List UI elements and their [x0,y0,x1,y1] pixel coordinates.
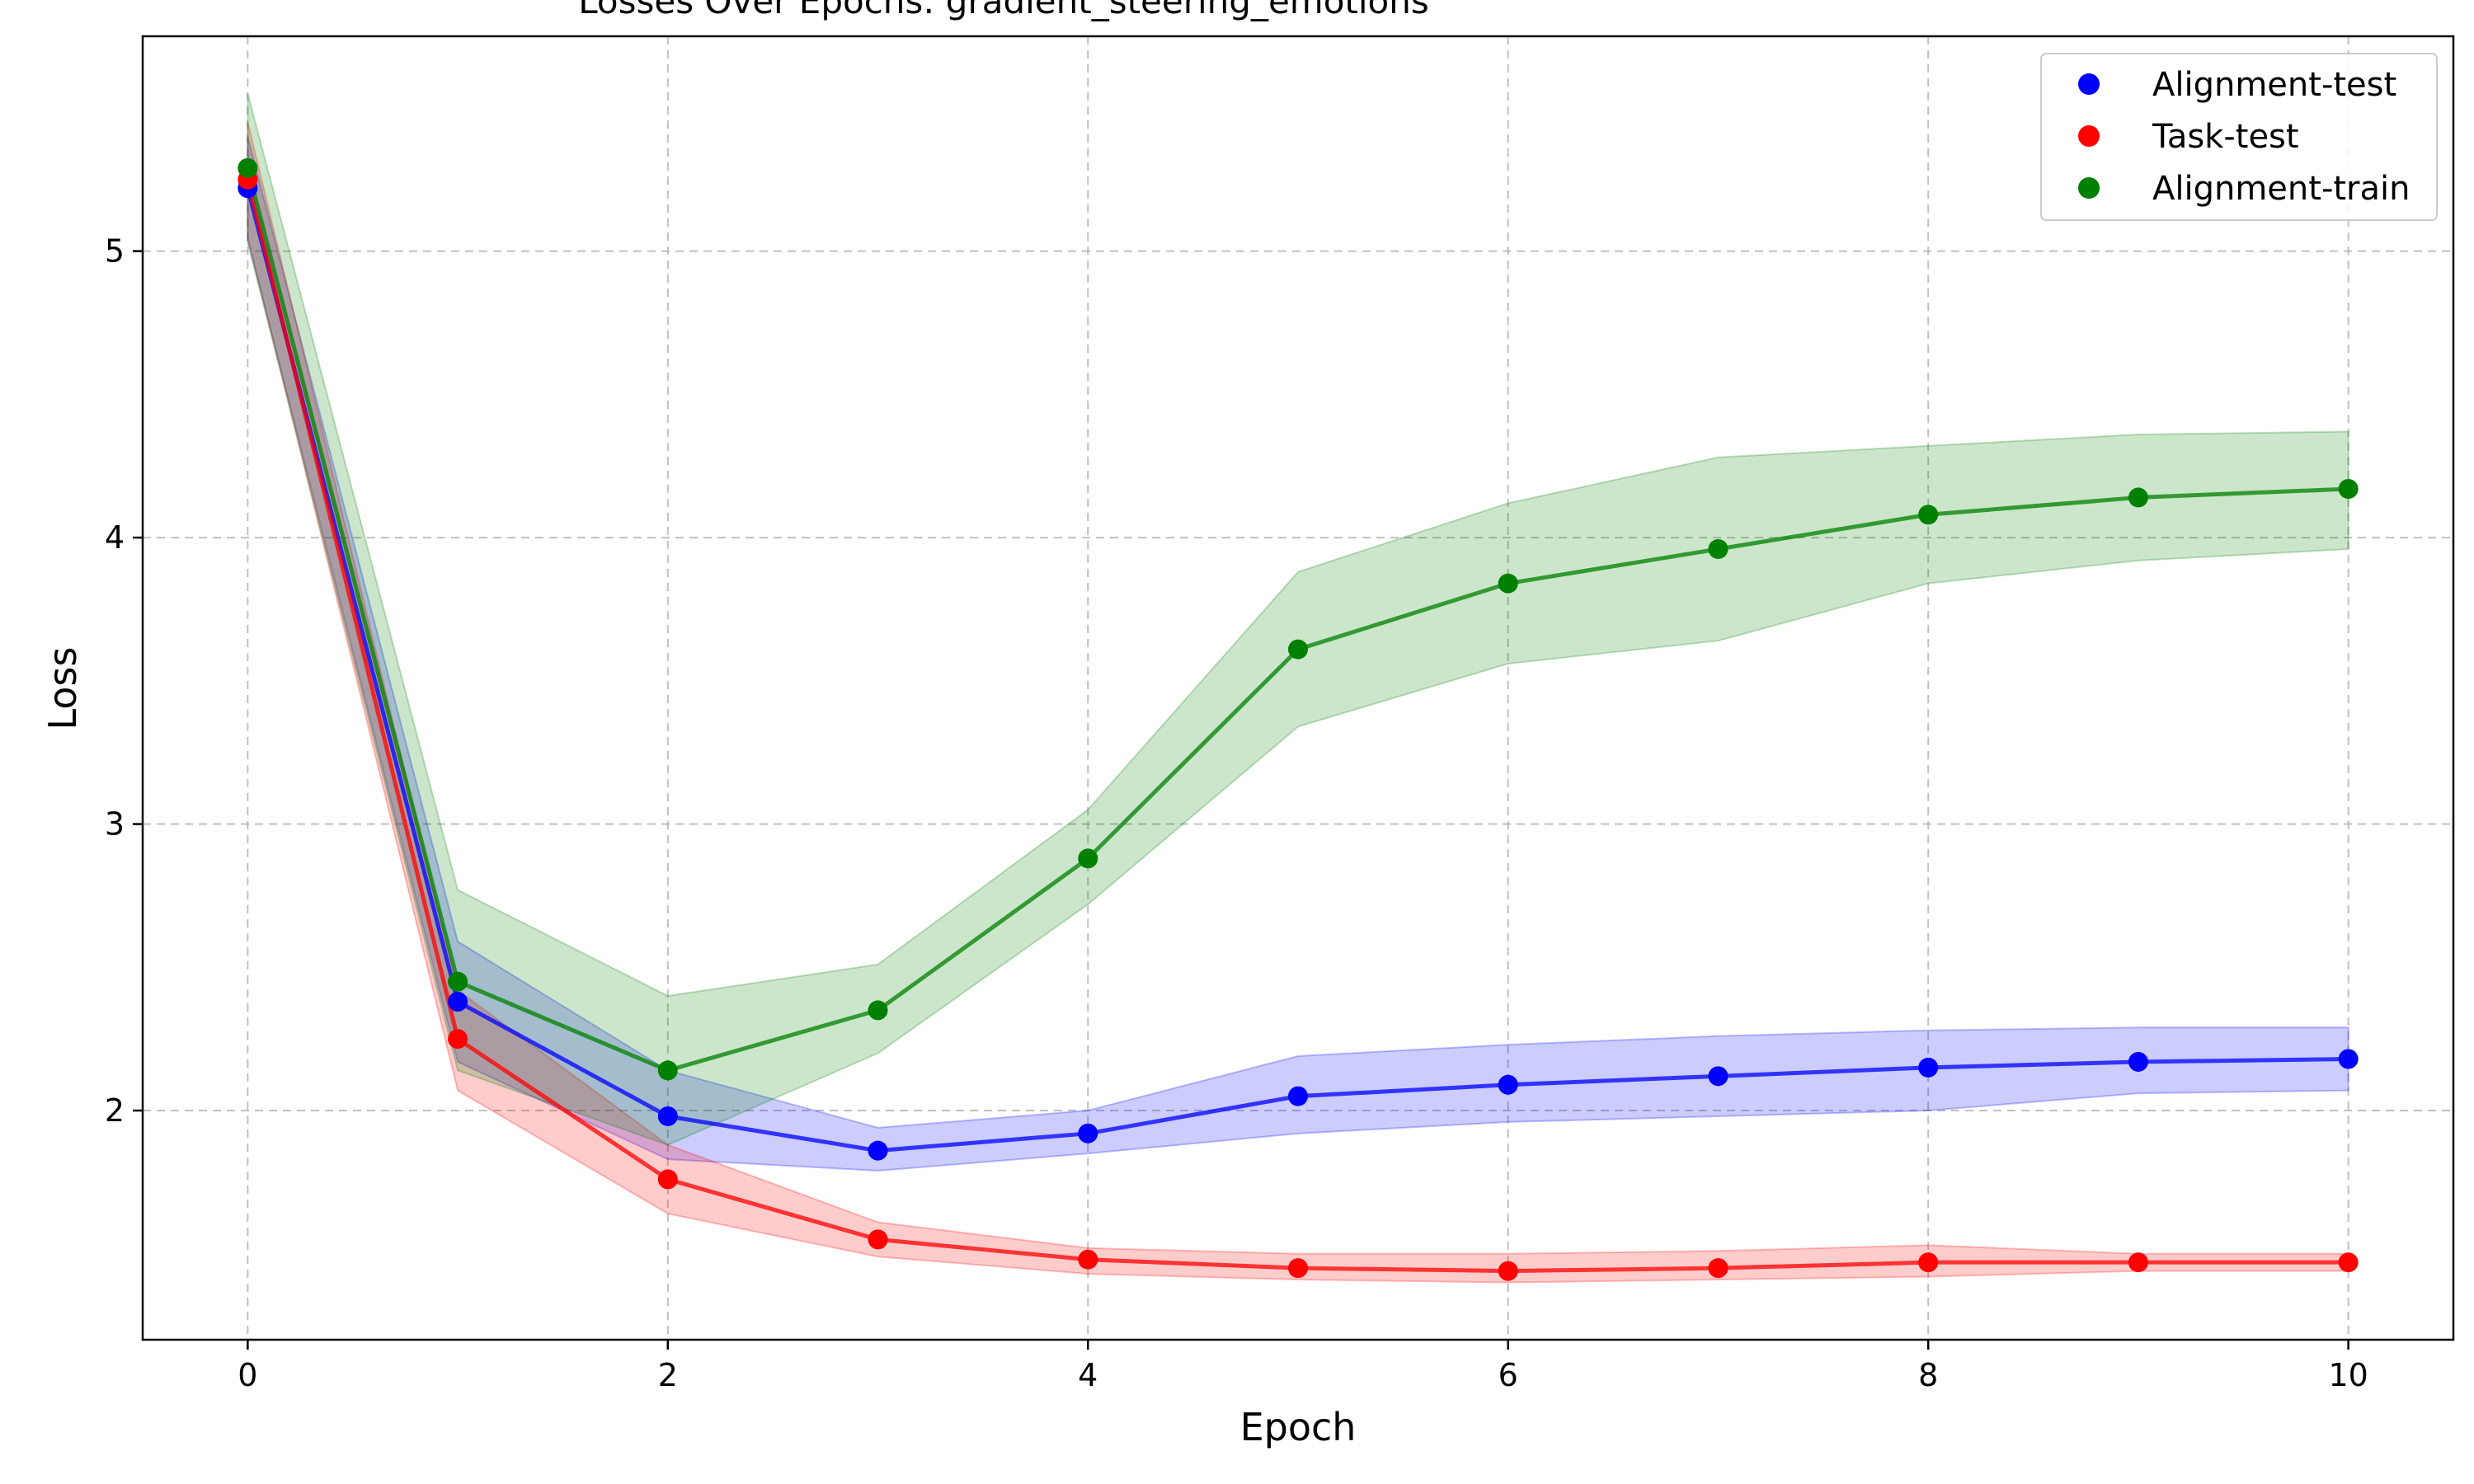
task-test-legend-marker [2078,125,2100,147]
x-tick-label: 10 [2328,1357,2368,1393]
task-test-legend-label: Task-test [2152,118,2299,156]
legend-box [2040,53,2438,221]
alignment-test-point [2128,1051,2148,1072]
task-test-point [1288,1258,1308,1279]
x-tick-label: 8 [1918,1357,1938,1393]
alignment-train-legend-label: Alignment-train [2152,170,2410,208]
axis-ticks: 0 2 4 6 8 10 2 3 4 5 [105,233,2368,1393]
alignment-test-point [1708,1066,1729,1087]
task-test-point [2128,1252,2148,1273]
alignment-train-point [2128,487,2148,508]
y-tick-label: 5 [105,233,125,270]
alignment-train-point [1288,639,1308,660]
x-tick-label: 4 [1078,1357,1098,1393]
chart-title: Losses Over Epochs: gradient_steering_em… [578,0,1429,21]
y-tick-label: 4 [105,519,125,556]
task-test-point [868,1229,888,1250]
x-tick-label: 6 [1498,1357,1518,1393]
alignment-train-point [1498,573,1518,594]
alignment-test-point [657,1106,678,1126]
x-axis-label: Epoch [1240,1405,1357,1449]
task-test-point [657,1169,678,1190]
alignment-test-point [1288,1086,1308,1106]
alignment-test-point [868,1140,888,1161]
alignment-test-point [1498,1074,1518,1095]
alignment-train-point [1918,505,1939,525]
alignment-train-point [238,157,258,178]
alignment-train-point [1078,848,1098,869]
alignment-test-legend-label: Alignment-test [2152,66,2396,104]
task-test-point [1078,1249,1098,1270]
alignment-test-legend-marker [2078,73,2100,95]
task-test-point [448,1029,468,1050]
plot-frame [141,35,2455,1341]
task-test-point [1918,1252,1939,1273]
alignment-test-point [2338,1049,2359,1069]
alignment-train-point [1708,538,1729,559]
alignment-train-band [247,93,2349,1146]
task-test-point [2338,1252,2359,1273]
series-points [238,157,2359,1281]
x-tick-label: 2 [658,1357,678,1393]
y-tick-label: 3 [105,806,125,843]
y-tick-label: 2 [105,1092,125,1129]
task-test-point [1498,1261,1518,1281]
legend: Alignment-test Task-test Alignment-train [2040,53,2438,221]
y-axis-label: Loss [40,647,85,730]
alignment-train-point [868,1000,888,1021]
alignment-train-point [448,971,468,992]
alignment-train-point [2338,479,2359,500]
alignment-train-point [657,1060,678,1081]
alignment-train-legend-marker [2078,177,2100,199]
alignment-test-point [1918,1057,1939,1078]
task-test-point [1708,1258,1729,1279]
grid [143,36,2453,1340]
x-tick-label: 0 [238,1357,257,1393]
alignment-test-point [1078,1123,1098,1144]
alignment-test-point [448,991,468,1012]
